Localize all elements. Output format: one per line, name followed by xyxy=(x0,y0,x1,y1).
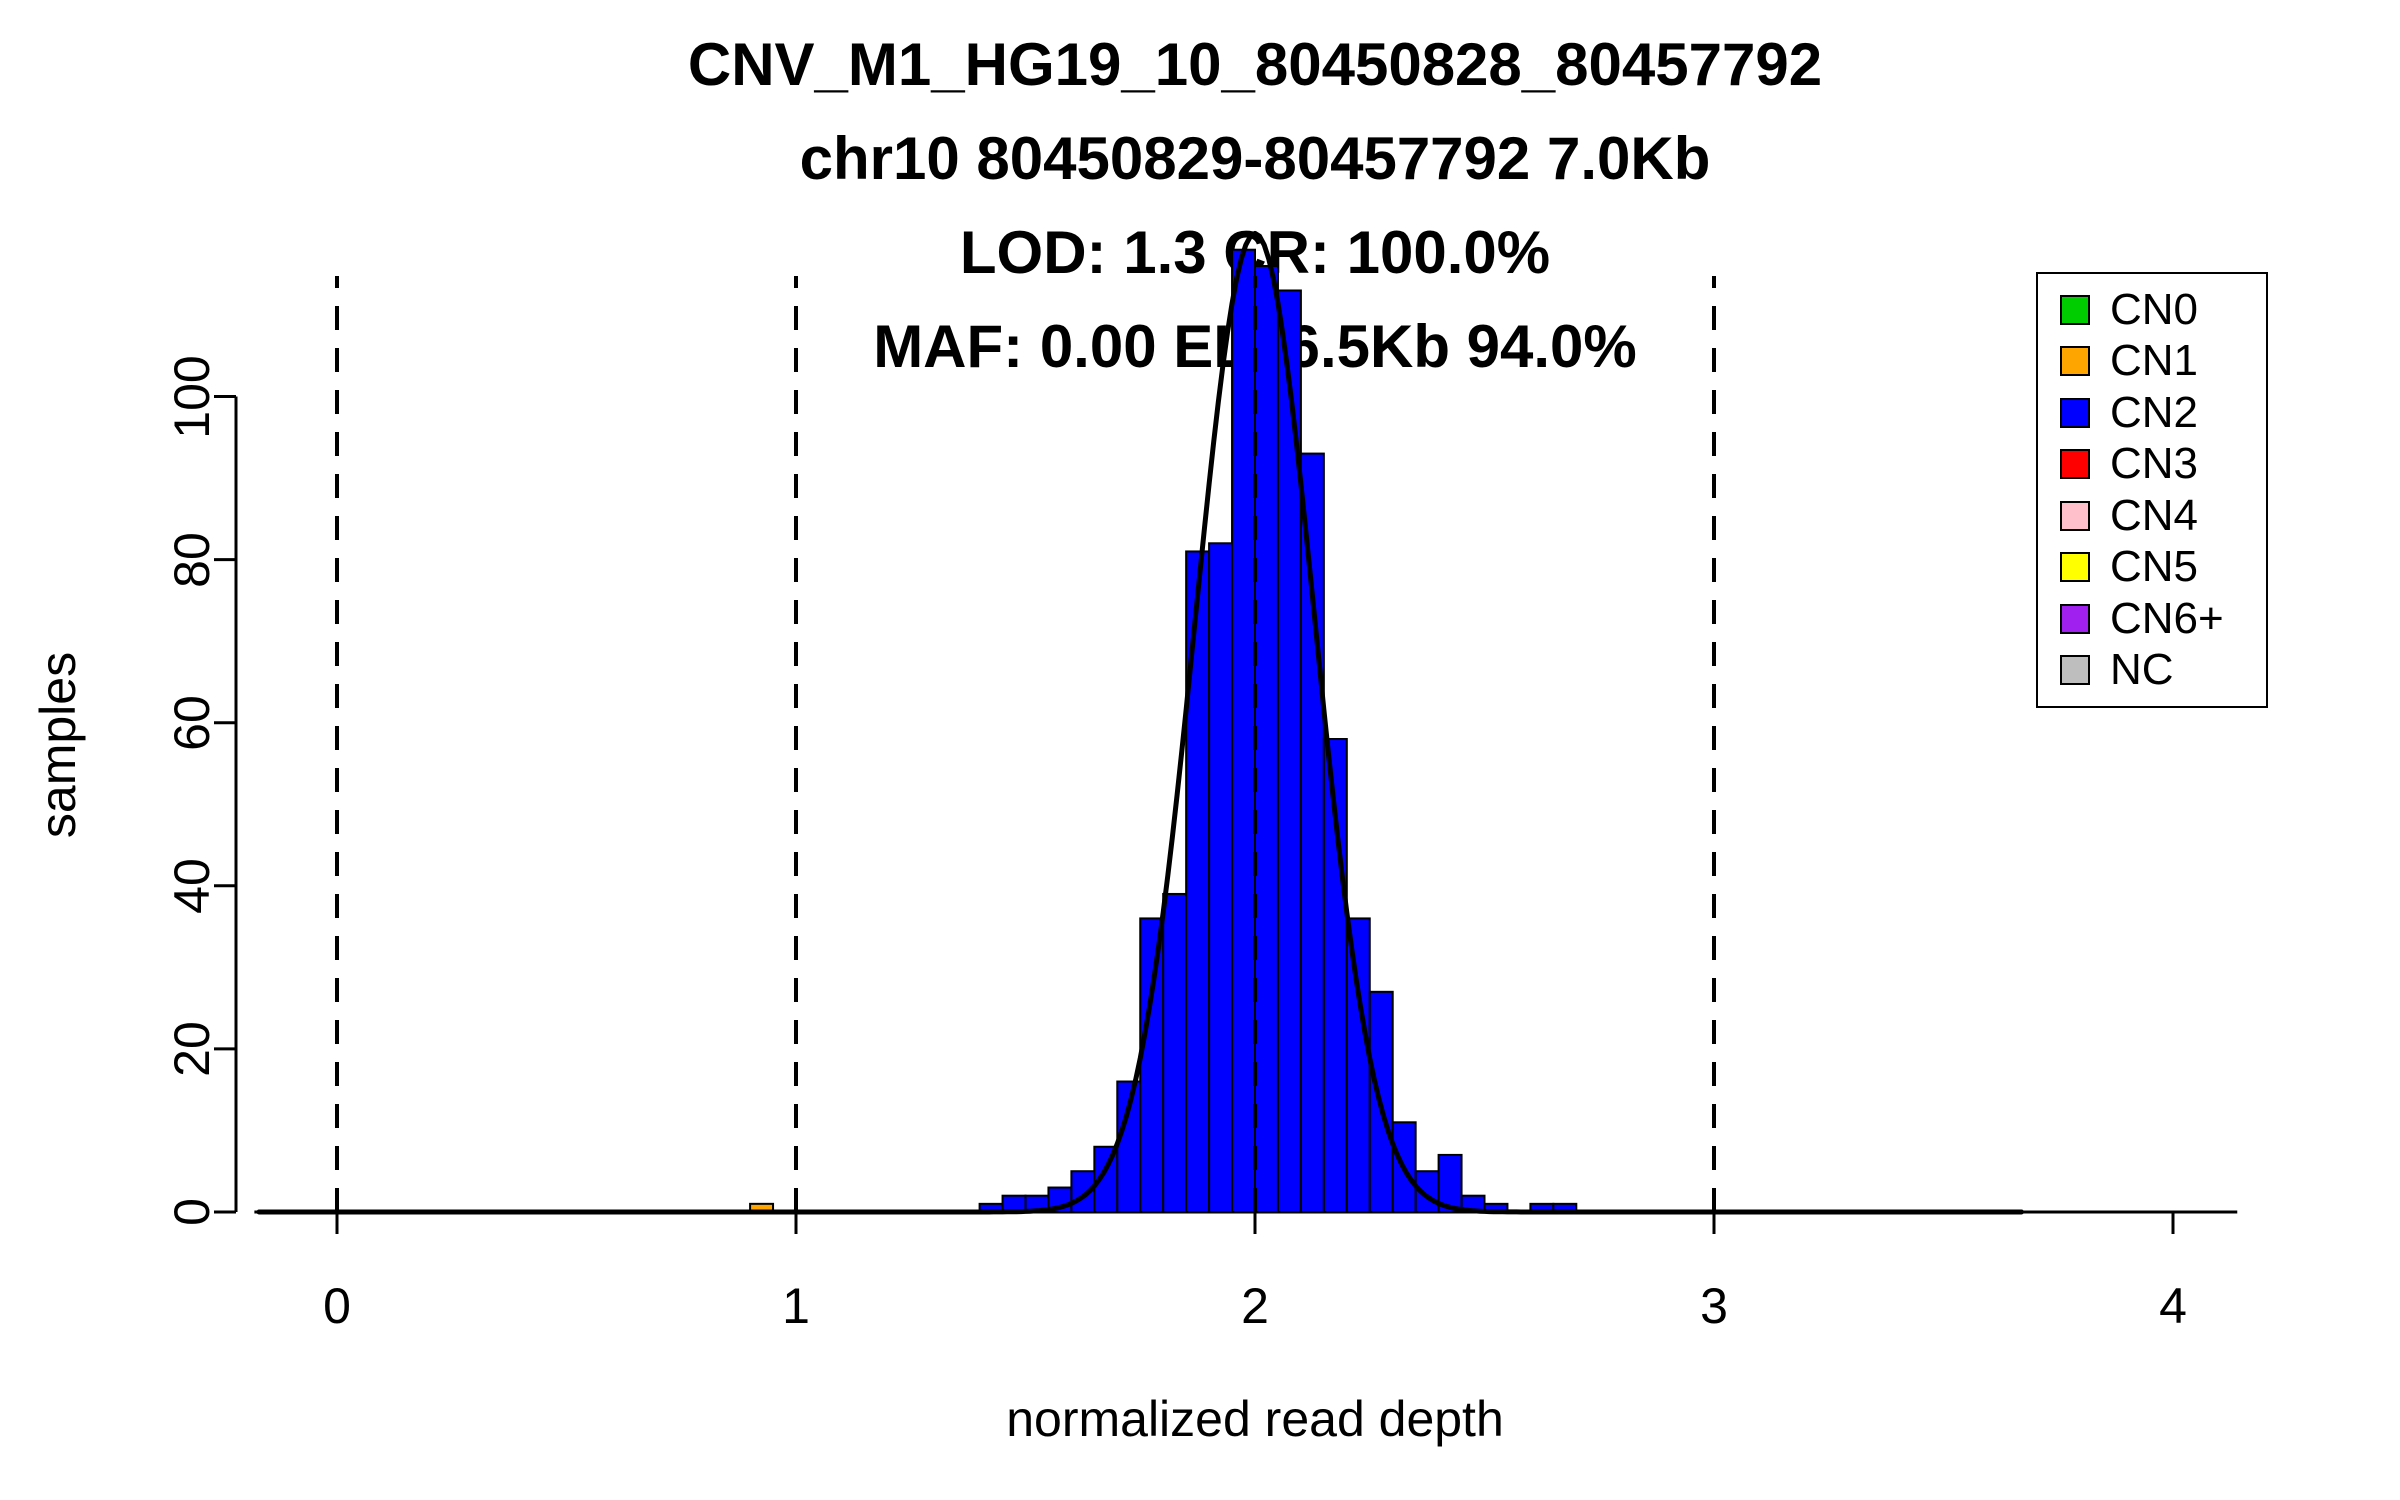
x-tick-label: 3 xyxy=(1700,1278,1728,1334)
histogram-bar-CN2 xyxy=(1208,542,1234,1213)
y-tick-label: 20 xyxy=(164,1021,220,1077)
histogram-bar-CN2 xyxy=(1254,265,1279,1213)
x-tick-label: 0 xyxy=(323,1278,351,1334)
histogram-bar-CN2 xyxy=(1345,917,1371,1213)
legend-entry: CN1 xyxy=(2038,336,2266,386)
legend-swatch-CN3 xyxy=(2060,449,2090,480)
histogram-bar-CN2 xyxy=(1276,289,1302,1213)
y-tick-label: 40 xyxy=(164,857,220,914)
legend-swatch-CN1 xyxy=(2060,346,2090,377)
gaussian-fit-curve xyxy=(256,230,2024,1215)
legend-label: CN0 xyxy=(2110,284,2199,334)
legend-label: NC xyxy=(2110,645,2174,695)
legend-entry: NC xyxy=(2038,645,2266,695)
legend-entry: CN2 xyxy=(2038,388,2266,438)
title-line-2: chr10 80450829-80457792 7.0Kb xyxy=(799,125,1711,192)
legend-label: CN2 xyxy=(2110,387,2199,437)
legend-label: CN5 xyxy=(2110,542,2199,592)
x-tick-label: 2 xyxy=(1241,1278,1269,1334)
legend-entry: CN5 xyxy=(2038,542,2266,592)
legend-label: CN1 xyxy=(2110,336,2199,386)
legend-swatch-CN2 xyxy=(2060,397,2090,428)
histogram-bar-CN2 xyxy=(1437,1153,1463,1214)
x-axis-label: normalized read depth xyxy=(1006,1391,1504,1447)
x-tick-label: 4 xyxy=(2159,1278,2187,1334)
histogram-bar-CN2 xyxy=(1162,892,1188,1214)
y-axis-label: samples xyxy=(30,651,86,839)
y-tick-label: 100 xyxy=(164,354,220,439)
legend-entry: CN0 xyxy=(2038,285,2266,335)
legend-swatch-CN0 xyxy=(2060,294,2090,325)
legend-label: CN6+ xyxy=(2110,593,2224,643)
histogram-bar-CN2 xyxy=(1231,248,1257,1213)
legend-entry: CN3 xyxy=(2038,439,2266,489)
legend-swatch-CN6+ xyxy=(2060,603,2090,634)
title-line-1: CNV_M1_HG19_10_80450828_80457792 xyxy=(687,31,1823,98)
y-tick-label: 80 xyxy=(164,531,220,588)
legend-swatch-NC xyxy=(2060,655,2090,686)
legend-swatch-CN4 xyxy=(2060,500,2090,531)
legend-label: CN3 xyxy=(2110,439,2199,489)
y-tick-label: 60 xyxy=(164,694,220,751)
legend-entry: CN4 xyxy=(2038,491,2266,541)
histogram-bar-CN2 xyxy=(1299,452,1325,1213)
legend-swatch-CN5 xyxy=(2060,552,2090,583)
y-tick-label: 0 xyxy=(164,1198,220,1226)
x-tick-label: 1 xyxy=(782,1278,810,1334)
legend-label: CN4 xyxy=(2110,490,2199,540)
histogram-bar-CN2 xyxy=(1139,917,1165,1213)
legend-entry: CN6+ xyxy=(2038,594,2266,644)
legend: CN0 CN1 CN2 CN3 CN4 CN5 CN6+ NC xyxy=(2036,272,2268,708)
